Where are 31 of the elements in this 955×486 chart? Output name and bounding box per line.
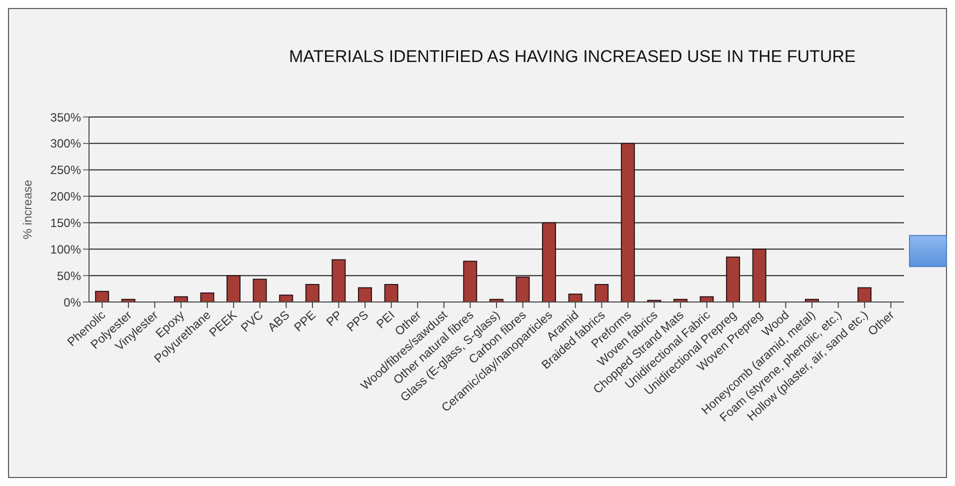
y-tick-label: 100% <box>50 242 82 256</box>
bar <box>95 290 110 302</box>
bar <box>726 256 740 302</box>
y-tick-label: 300% <box>50 136 82 151</box>
y-tick-label: 50% <box>56 268 82 283</box>
bar <box>279 294 294 302</box>
bar <box>174 296 188 302</box>
bar <box>226 275 241 302</box>
bar <box>542 222 556 302</box>
bar <box>332 259 346 302</box>
chart-title: MATERIALS IDENTIFIED AS HAVING INCREASED USE IN THE FUTURE <box>289 47 856 67</box>
bar <box>200 292 214 302</box>
y-tick-label: 0% <box>64 295 82 310</box>
y-tick-label: 250% <box>50 163 82 178</box>
bar <box>384 284 398 302</box>
bar <box>752 248 766 302</box>
bar <box>463 260 478 302</box>
bar <box>700 296 714 302</box>
y-tick-label: 200% <box>50 190 82 204</box>
bar <box>516 276 530 302</box>
bar <box>568 294 582 302</box>
x-tick-label: PP <box>323 308 345 329</box>
y-axis-title: % increase <box>20 180 34 240</box>
bar <box>305 284 320 302</box>
bar <box>857 287 872 302</box>
bar <box>620 142 635 302</box>
bar <box>358 287 372 302</box>
y-tick-label: 350% <box>50 110 82 124</box>
bar <box>252 278 267 302</box>
bar <box>594 284 609 302</box>
y-tick-label: 150% <box>50 216 82 230</box>
